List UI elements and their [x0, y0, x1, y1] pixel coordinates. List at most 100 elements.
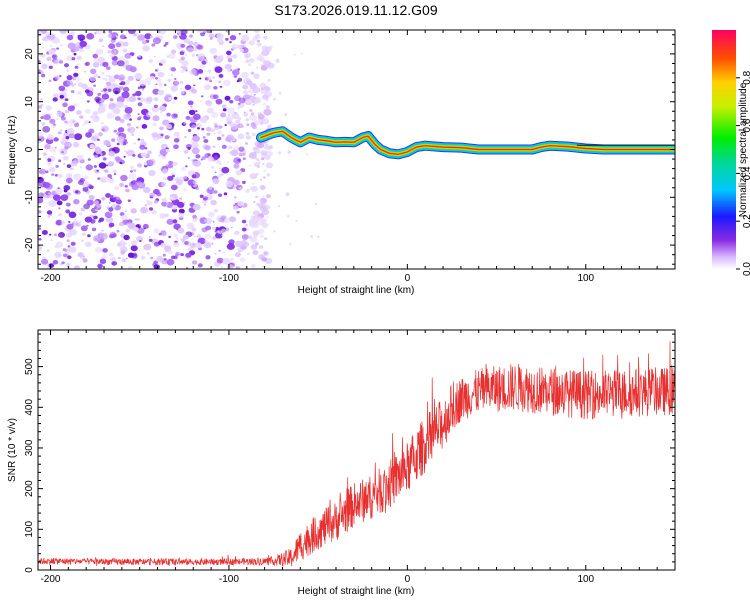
noise-speck: [216, 136, 222, 141]
snr-ytick-label: 200: [24, 480, 35, 497]
noise-speck: [140, 255, 146, 260]
snr-line: [38, 341, 675, 567]
noise-speck: [64, 63, 69, 68]
noise-speck: [124, 185, 128, 188]
noise-speck: [65, 209, 71, 214]
noise-speck: [102, 248, 108, 253]
noise-speck: [38, 180, 47, 188]
noise-speck: [90, 232, 93, 235]
noise-speck: [86, 224, 89, 227]
noise-speck: [67, 255, 72, 260]
noise-speck: [203, 139, 209, 143]
noise-speck: [153, 188, 160, 195]
noise-speck: [38, 59, 41, 64]
noise-speck: [63, 163, 66, 165]
noise-speck: [158, 232, 162, 236]
noise-speck: [234, 252, 241, 258]
noise-speck: [89, 144, 95, 149]
noise-speck: [117, 127, 125, 133]
noise-speck: [255, 195, 258, 198]
noise-speck: [85, 61, 90, 66]
noise-speck: [125, 229, 130, 233]
noise-speck: [211, 76, 216, 79]
noise-speck: [46, 202, 48, 204]
colorbar: 0.0 0.2 0.4 0.6 0.8 Normalized spectral ampl…: [712, 30, 750, 276]
noise-speck: [38, 105, 43, 109]
noise-speck: [189, 69, 197, 76]
noise-speck: [162, 154, 166, 157]
noise-speck: [58, 85, 66, 92]
noise-speck: [204, 145, 211, 151]
snr-ylabel: SNR (10 * v/v): [7, 418, 18, 482]
noise-speck: [151, 106, 159, 113]
noise-speck: [113, 173, 117, 176]
noise-speck: [167, 250, 173, 255]
noise-speck: [256, 216, 262, 221]
snr-xtick-label: -100: [219, 574, 239, 585]
noise-speck: [107, 33, 113, 38]
noise-speck: [306, 153, 309, 156]
noise-speck: [102, 157, 107, 161]
noise-speck: [221, 144, 227, 149]
noise-speck: [73, 46, 80, 52]
noise-speck: [130, 245, 138, 252]
noise-speck: [170, 67, 177, 72]
noise-speck: [86, 33, 95, 40]
noise-speck: [137, 138, 141, 141]
snr-xtick-label: 0: [405, 574, 411, 585]
noise-speck: [129, 52, 135, 57]
noise-speck: [150, 256, 154, 260]
noise-speck: [76, 110, 82, 115]
noise-speck: [70, 105, 75, 109]
noise-speck: [96, 203, 102, 209]
noise-speck: [66, 164, 72, 169]
noise-speck: [206, 76, 212, 81]
noise-speck: [94, 154, 99, 159]
noise-speck: [217, 193, 223, 197]
noise-speck: [153, 104, 158, 109]
noise-speck: [192, 214, 198, 219]
noise-speck: [229, 41, 232, 44]
noise-speck: [97, 177, 101, 180]
noise-speck: [250, 112, 255, 116]
noise-speck: [218, 73, 224, 78]
noise-speck: [140, 152, 147, 158]
noise-speck: [216, 32, 224, 40]
noise-speck: [93, 215, 98, 220]
noise-speck: [235, 169, 243, 176]
noise-speck: [147, 82, 151, 85]
noise-speck: [205, 255, 211, 260]
noise-speck: [256, 66, 259, 69]
noise-speck: [138, 249, 141, 252]
noise-speck: [191, 260, 198, 265]
noise-speck: [103, 139, 111, 146]
noise-speck: [188, 109, 196, 116]
noise-speck: [53, 93, 58, 98]
noise-speck: [56, 111, 63, 117]
noise-speck: [77, 82, 84, 87]
noise-speck: [249, 164, 251, 167]
noise-speck: [265, 194, 271, 199]
noise-speck: [112, 233, 116, 237]
noise-speck: [52, 260, 59, 265]
noise-speck: [83, 175, 89, 180]
noise-speck: [249, 109, 253, 112]
noise-speck: [214, 125, 218, 128]
noise-speck: [187, 146, 191, 150]
noise-speck: [259, 234, 265, 239]
noise-speck: [128, 96, 137, 102]
noise-speck: [170, 74, 174, 76]
noise-speck: [149, 207, 153, 211]
noise-speck: [248, 40, 255, 46]
noise-speck: [239, 257, 246, 263]
noise-speck: [80, 207, 86, 212]
noise-speck: [244, 52, 252, 58]
ridge-band-5: [260, 130, 675, 155]
noise-speck: [235, 266, 240, 269]
noise-speck: [179, 51, 185, 55]
noise-speck: [204, 239, 209, 243]
noise-speck: [53, 137, 59, 142]
noise-speck: [259, 200, 262, 203]
noise-speck: [74, 122, 80, 128]
